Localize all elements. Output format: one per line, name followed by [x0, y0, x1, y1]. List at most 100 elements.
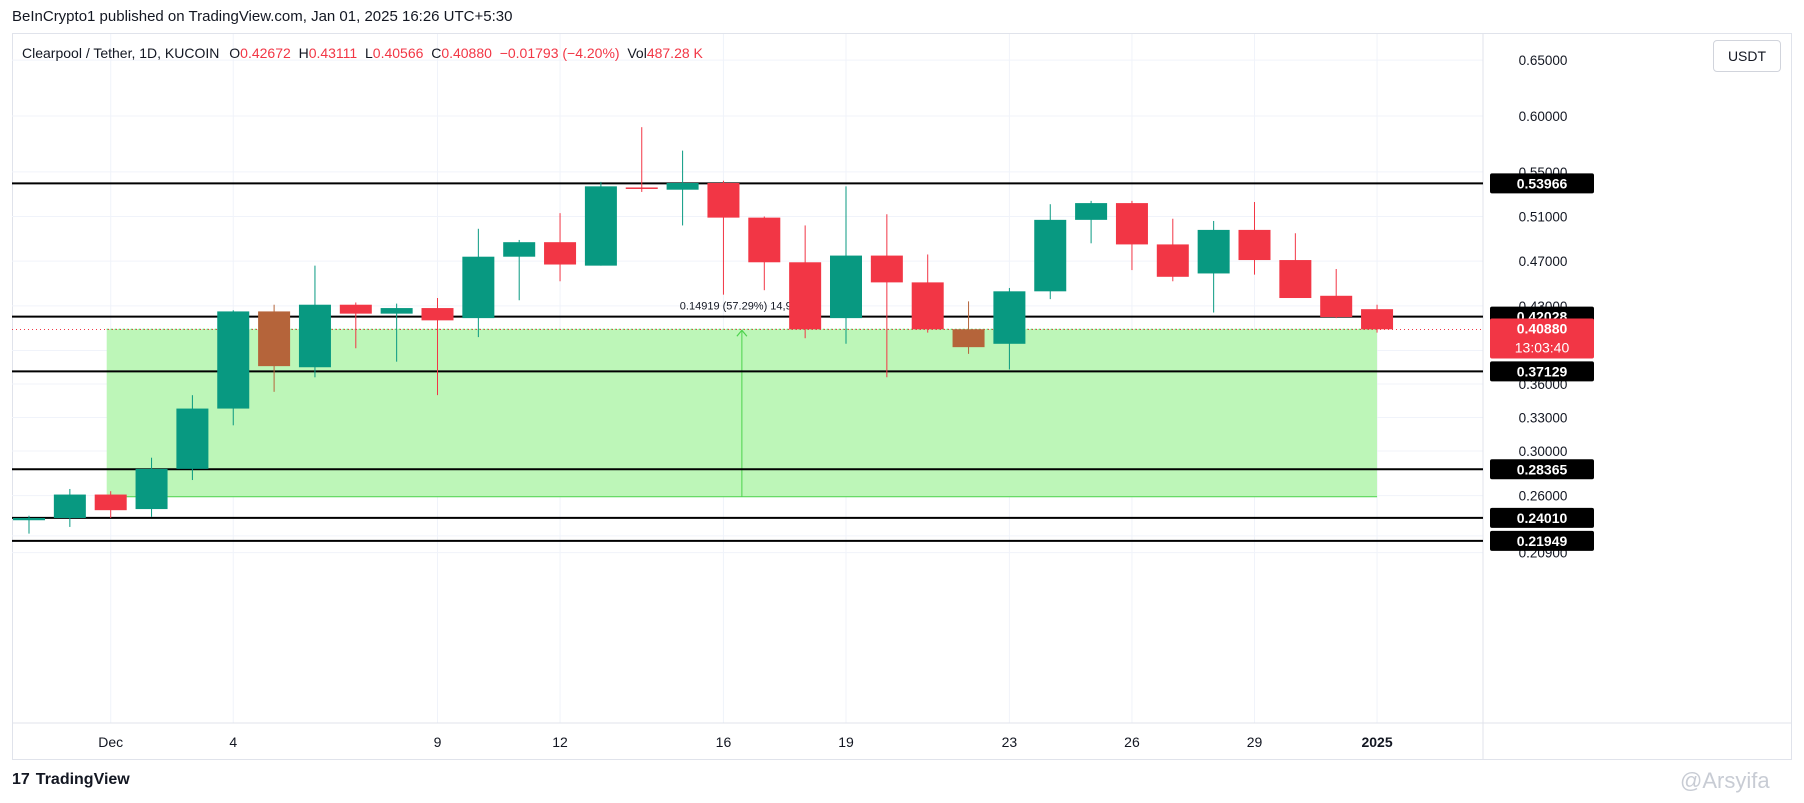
level-badge — [1490, 459, 1594, 480]
level-badge-label: 0.24010 — [1517, 510, 1568, 526]
candle-body — [1361, 309, 1394, 330]
symbol-label[interactable]: Clearpool / Tether, 1D, KUCOIN — [22, 45, 220, 61]
candle — [503, 239, 536, 301]
candle — [870, 214, 903, 378]
candle — [94, 491, 127, 518]
candle — [666, 150, 699, 226]
candle-body — [952, 329, 985, 348]
candle — [1115, 200, 1148, 271]
candle — [625, 127, 658, 192]
candle-body — [1075, 203, 1108, 220]
level-badge-label: 0.53966 — [1517, 175, 1568, 191]
x-tick-label: 2025 — [1361, 734, 1392, 750]
candle — [789, 225, 822, 339]
candle-body — [1034, 219, 1067, 292]
volume-value: 487.28 K — [646, 45, 703, 61]
measure-arrow-head — [736, 329, 748, 337]
author-watermark: @Arsyifa — [1680, 768, 1770, 793]
candle-body — [993, 291, 1026, 344]
candle — [952, 301, 985, 354]
y-tick-label: 0.51000 — [1519, 210, 1568, 225]
x-axis-labels: Dec 4 9 12 16 19 23 26 29 2025 — [98, 734, 1393, 750]
candle — [1075, 200, 1108, 244]
chart-frame — [12, 33, 1792, 760]
candle-body — [258, 311, 291, 367]
low-value: 0.40566 — [372, 45, 424, 61]
measure-label: 0.14919 (57.29%) 14,919 — [680, 300, 804, 312]
candle-body — [13, 518, 45, 521]
candle-body — [339, 304, 372, 314]
candle-body — [625, 187, 658, 189]
level-badge — [1490, 361, 1594, 382]
candle — [544, 213, 577, 282]
level-badge-label: 0.37129 — [1517, 363, 1568, 379]
candle-body — [380, 308, 413, 314]
x-tick-label: 16 — [716, 734, 732, 750]
level-badge-label: 0.28365 — [1517, 461, 1568, 477]
candle — [421, 298, 454, 396]
y-tick-label: 0.60000 — [1519, 109, 1568, 124]
candle-body — [135, 468, 168, 510]
level-badge-label: 0.21949 — [1517, 533, 1568, 549]
candle-body — [1238, 229, 1271, 261]
x-tick-label: 4 — [229, 734, 237, 750]
change-value: −0.01793 (−4.20%) — [499, 45, 620, 61]
close-label: C — [431, 45, 442, 61]
candle — [298, 265, 331, 378]
published-caption: BeInCrypto1 published on TradingView.com… — [12, 8, 513, 25]
candle — [1279, 233, 1312, 299]
high-value: 0.43111 — [308, 45, 358, 61]
y-tick-label: 0.30000 — [1519, 444, 1568, 459]
tradingview-brand: TradingView — [35, 771, 130, 788]
high-label: H — [298, 45, 309, 61]
candle — [1361, 304, 1394, 333]
open-label: O — [229, 45, 241, 61]
y-tick-label: 0.65000 — [1519, 53, 1568, 68]
low-label: L — [365, 45, 373, 61]
candle-body — [176, 408, 209, 469]
candle-body — [911, 282, 944, 330]
candle — [707, 180, 740, 295]
candle — [911, 254, 944, 333]
x-tick-label: 19 — [838, 734, 854, 750]
candle-body — [53, 494, 86, 518]
candle — [53, 488, 86, 527]
candle-body — [584, 186, 617, 266]
candle — [584, 181, 617, 266]
x-tick-label: Dec — [98, 734, 123, 750]
x-tick-label: 29 — [1247, 734, 1263, 750]
candle — [1156, 218, 1189, 282]
candle-body — [1279, 260, 1312, 299]
candle-body — [830, 255, 862, 319]
level-badge — [1490, 507, 1594, 528]
price-badge-value: 0.40880 — [1517, 321, 1568, 337]
close-value: 0.40880 — [441, 45, 492, 61]
candle-body — [94, 494, 127, 511]
y-tick-label: 0.26000 — [1519, 489, 1568, 504]
price-badge-countdown: 13:03:40 — [1515, 340, 1570, 356]
candle-body — [1197, 229, 1230, 274]
y-tick-label: 0.33000 — [1519, 411, 1568, 426]
candle — [993, 287, 1026, 370]
candle-body — [298, 304, 331, 368]
candle-body — [217, 311, 250, 409]
level-badge — [1490, 173, 1594, 194]
tradingview-logo[interactable]: 17 TradingView — [12, 771, 130, 789]
candle-body — [1115, 203, 1148, 245]
volume-label: Vol — [627, 45, 647, 61]
candle-body — [707, 183, 740, 218]
candle — [1034, 204, 1067, 300]
candle — [13, 515, 45, 534]
candle — [1197, 220, 1230, 313]
candle — [176, 395, 209, 481]
candle — [258, 304, 291, 392]
candle — [462, 228, 495, 338]
currency-button[interactable]: USDT — [1713, 40, 1781, 72]
candle-body — [462, 256, 495, 319]
candle — [339, 302, 372, 349]
tradingview-mark-icon: 17 — [12, 771, 30, 788]
ohlc-legend: Clearpool / Tether, 1D, KUCOIN O0.42672 … — [22, 45, 703, 61]
y-tick-label: 0.47000 — [1519, 254, 1568, 269]
candle-body — [748, 217, 781, 263]
